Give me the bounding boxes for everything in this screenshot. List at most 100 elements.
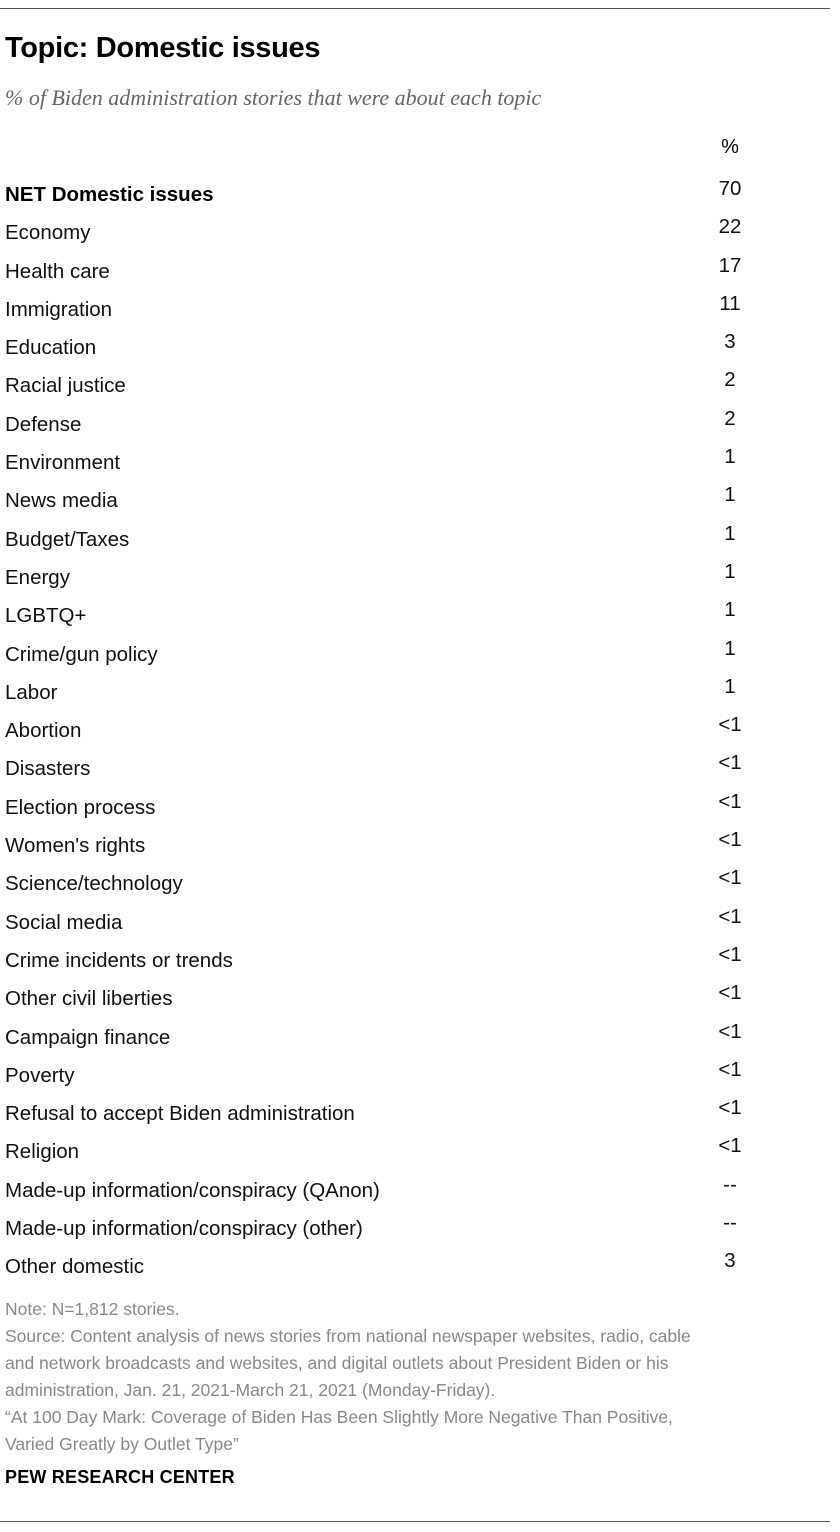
topic-label: Racial justice	[5, 374, 126, 398]
table-row: Energy 1	[0, 557, 830, 595]
table-row: Labor 1	[0, 672, 830, 710]
table-row: News media 1	[0, 480, 830, 518]
topic-percent-value: <1	[718, 942, 742, 966]
table-row: LGBTQ+ 1	[0, 595, 830, 633]
topic-percent-value: --	[723, 1211, 737, 1235]
topic-label: Other civil liberties	[5, 987, 173, 1011]
table-row: Made-up information/conspiracy (other) --	[0, 1208, 830, 1246]
table-row: Health care 17	[0, 251, 830, 289]
topic-label: Campaign finance	[5, 1025, 171, 1049]
table-row: Science/technology <1	[0, 863, 830, 901]
topic-label: Crime/gun policy	[5, 642, 158, 666]
table-row: Environment 1	[0, 442, 830, 480]
report-title-line: Varied Greatly by Outlet Type”	[5, 1434, 239, 1454]
pew-research-center-logo-text: PEW RESEARCH CENTER	[5, 1467, 235, 1487]
topic-percent-value: <1	[718, 1096, 742, 1120]
topic-percent-value: <1	[718, 1019, 742, 1043]
topic-percent-value: <1	[718, 904, 742, 928]
table-row: Election process <1	[0, 787, 830, 825]
table-row: Refusal to accept Biden administration <1	[0, 1093, 830, 1131]
topic-label: NET Domestic issues	[5, 183, 214, 206]
table-row: Disasters <1	[0, 748, 830, 786]
percent-column-header: %	[721, 136, 739, 158]
table-row: Women's rights <1	[0, 825, 830, 863]
table-row: Other domestic 3	[0, 1246, 830, 1284]
topic-percent-value: 1	[724, 521, 736, 545]
topic-label: Social media	[5, 910, 123, 934]
topic-label: Labor	[5, 680, 58, 704]
topic-percent-value: 22	[718, 215, 742, 239]
topic-percent-value: 3	[724, 1249, 736, 1273]
table-row: Crime/gun policy 1	[0, 634, 830, 672]
table-row-net: NET Domestic issues 70	[0, 174, 830, 212]
topic-percent-value: 1	[724, 445, 736, 469]
table-row: Social media <1	[0, 902, 830, 940]
table-row: Campaign finance <1	[0, 1017, 830, 1055]
source-text-line: administration, Jan. 21, 2021-March 21, …	[5, 1380, 496, 1400]
topic-percent-value: <1	[718, 828, 742, 852]
topic-percent-value: <1	[718, 789, 742, 813]
topic-label: Economy	[5, 221, 91, 245]
topic-label: LGBTQ+	[5, 604, 87, 628]
note-text: Note: N=1,812 stories.	[5, 1299, 180, 1319]
topic-label: Defense	[5, 412, 82, 436]
topic-label: Poverty	[5, 1063, 75, 1087]
topic-label: Election process	[5, 795, 156, 819]
topic-percent-value: 17	[718, 253, 742, 277]
topic-label: Disasters	[5, 757, 91, 781]
notes-block: Note: N=1,812 stories. Source: Content a…	[5, 1296, 825, 1458]
topic-label: Education	[5, 336, 97, 360]
topic-label: Energy	[5, 565, 70, 589]
topic-label: Budget/Taxes	[5, 527, 130, 551]
topic-percent-value: 1	[724, 674, 736, 698]
source-text-line: and network broadcasts and websites, and…	[5, 1353, 669, 1373]
top-divider	[0, 8, 830, 9]
topic-percent-value: <1	[718, 981, 742, 1005]
topic-label: Science/technology	[5, 872, 183, 896]
topic-label: Other domestic	[5, 1255, 144, 1279]
table-row: Poverty <1	[0, 1055, 830, 1093]
topic-percent-value: <1	[718, 1134, 742, 1158]
bottom-divider	[0, 1521, 830, 1522]
topic-percent-value: <1	[718, 1057, 742, 1081]
topic-percent-value: 2	[724, 406, 736, 430]
table-row: Immigration 11	[0, 289, 830, 327]
table-row: Education 3	[0, 327, 830, 365]
topic-label: Made-up information/conspiracy (QAnon)	[5, 1178, 380, 1202]
topic-percent-value: <1	[718, 751, 742, 775]
topic-table: NET Domestic issues 70 Economy 22 Health car…	[0, 174, 830, 1285]
topic-label: Immigration	[5, 297, 113, 321]
topic-percent-value: 3	[724, 330, 736, 354]
table-row: Crime incidents or trends <1	[0, 940, 830, 978]
topic-percent-value: 1	[724, 483, 736, 507]
table-row: Defense 2	[0, 404, 830, 442]
page-title: Topic: Domestic issues	[5, 32, 321, 64]
topic-label: Women's rights	[5, 834, 146, 858]
source-text-line: Source: Content analysis of news stories…	[5, 1326, 691, 1346]
topic-label: News media	[5, 489, 118, 513]
topic-percent-value: 2	[724, 368, 736, 392]
table-row: Other civil liberties <1	[0, 978, 830, 1016]
table-row: Religion <1	[0, 1131, 830, 1169]
table-row: Abortion <1	[0, 710, 830, 748]
topic-percent-value: --	[723, 1172, 737, 1196]
table-row: Made-up information/conspiracy (QAnon) --	[0, 1170, 830, 1208]
topic-label: Abortion	[5, 719, 82, 743]
topic-label: Crime incidents or trends	[5, 948, 233, 972]
topic-percent-value: 70	[718, 177, 742, 200]
topic-percent-value: 1	[724, 559, 736, 583]
topic-label: Environment	[5, 451, 121, 475]
topic-label: Health care	[5, 259, 110, 283]
table-row: Racial justice 2	[0, 365, 830, 403]
page-subtitle: % of Biden administration stories that w…	[5, 85, 542, 110]
report-title-line: “At 100 Day Mark: Coverage of Biden Has …	[5, 1407, 673, 1427]
topic-label: Refusal to accept Biden administration	[5, 1102, 355, 1126]
topic-percent-value: <1	[718, 866, 742, 890]
table-row: Economy 22	[0, 212, 830, 250]
topic-percent-value: <1	[718, 713, 742, 737]
topic-percent-value: 1	[724, 636, 736, 660]
topic-label: Religion	[5, 1140, 80, 1164]
topic-label: Made-up information/conspiracy (other)	[5, 1217, 363, 1241]
topic-percent-value: 1	[724, 598, 736, 622]
topic-percent-value: 11	[719, 291, 741, 315]
